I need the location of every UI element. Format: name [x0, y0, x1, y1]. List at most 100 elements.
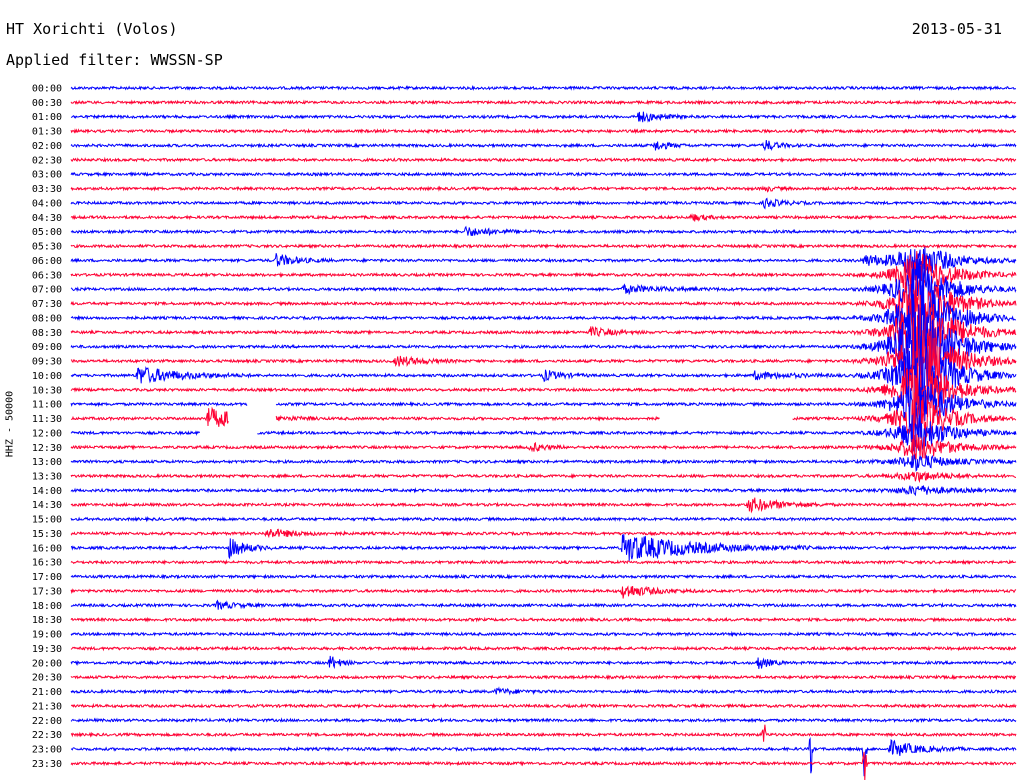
trace-row [70, 674, 1017, 681]
tick-label: 04:30 [32, 213, 62, 224]
tick-label: 17:30 [32, 586, 62, 597]
trace-row [70, 515, 1017, 523]
trace-row [70, 497, 1017, 514]
trace-row [70, 212, 1017, 222]
tick-label: 07:30 [32, 299, 62, 310]
trace-row [70, 470, 1016, 484]
trace-row [70, 140, 1017, 152]
filter-label: Applied filter: WWSSN-SP [6, 51, 223, 69]
trace-row [70, 630, 1017, 638]
tick-label: 15:30 [32, 529, 62, 540]
trace-row [70, 717, 1017, 724]
trace-row [70, 599, 1017, 611]
tick-label: 06:00 [32, 256, 62, 267]
tick-label: 09:30 [32, 357, 62, 368]
trace-row [70, 686, 1017, 696]
trace-row [70, 171, 1017, 178]
trace-row [70, 534, 1017, 561]
tick-label: 11:30 [32, 414, 62, 425]
tick-label: 16:00 [32, 543, 62, 554]
trace-row [70, 225, 1017, 237]
tick-label: 04:00 [32, 198, 62, 209]
tick-label: 12:30 [32, 443, 62, 454]
trace-row [70, 376, 1017, 431]
trace-row [70, 156, 1017, 163]
tick-label: 15:00 [32, 515, 62, 526]
tick-label: 06:30 [32, 270, 62, 281]
trace-row [70, 111, 1017, 123]
tick-label: 10:00 [32, 371, 62, 382]
trace-row [70, 315, 1017, 409]
tick-label: 14:00 [32, 486, 62, 497]
trace-row [70, 243, 1017, 250]
tick-label: 10:30 [32, 385, 62, 396]
tick-label: 08:30 [32, 328, 62, 339]
tick-label: 21:00 [32, 687, 62, 698]
tick-label: 05:30 [32, 242, 62, 253]
trace-row [70, 559, 1017, 566]
trace-row [70, 724, 1017, 742]
station-title: HT Xorichti (Volos) [6, 20, 178, 38]
trace-row [70, 655, 1016, 670]
trace-row [70, 335, 1017, 412]
tick-label: 05:00 [32, 227, 62, 238]
tick-label: 18:30 [32, 615, 62, 626]
trace-row [70, 257, 1017, 324]
trace-row [70, 275, 1017, 339]
trace-row [70, 702, 1017, 710]
tick-label: 07:00 [32, 285, 62, 296]
trace-row [70, 359, 1017, 425]
tick-label: 22:30 [32, 730, 62, 741]
tick-label: 17:00 [32, 572, 62, 583]
trace-row [70, 84, 1016, 92]
tick-label: 09:00 [32, 342, 62, 353]
trace-row [70, 291, 1017, 379]
trace-row [70, 247, 1017, 281]
tick-label: 02:30 [32, 155, 62, 166]
trace-row [70, 737, 1017, 777]
trace-row [70, 99, 1017, 106]
trace-row [70, 392, 1017, 447]
trace-row [70, 454, 1017, 472]
trace-row [70, 616, 1017, 623]
tick-label: 19:30 [32, 644, 62, 655]
tick-label: 08:00 [32, 313, 62, 324]
tick-label: 00:00 [32, 84, 62, 95]
trace-row [70, 277, 1017, 351]
trace-row [70, 293, 1017, 407]
tick-label: 13:30 [32, 471, 62, 482]
tick-label: 01:30 [32, 127, 62, 138]
trace-row [70, 434, 1017, 461]
tick-label: 14:30 [32, 500, 62, 511]
trace-row [70, 185, 1017, 193]
tick-label: 23:30 [32, 759, 62, 770]
trace-row [70, 485, 1017, 497]
trace-row [70, 197, 1017, 210]
tick-label: 19:00 [32, 630, 62, 641]
tick-label: 01:00 [32, 112, 62, 123]
tick-label: 21:30 [32, 701, 62, 712]
tick-label: 16:30 [32, 558, 62, 569]
tick-label: 03:30 [32, 184, 62, 195]
tick-label: 11:00 [32, 400, 62, 411]
date-label: 2013-05-31 [911, 20, 1002, 38]
trace-row [70, 413, 1017, 453]
trace-row [70, 751, 1017, 780]
tick-label: 23:00 [32, 745, 62, 756]
tick-label: 02:00 [32, 141, 62, 152]
trace-row [70, 528, 1017, 539]
tick-label: 20:30 [32, 673, 62, 684]
trace-row [70, 585, 1017, 599]
tick-label: 12:00 [32, 428, 62, 439]
tick-label: 03:00 [32, 170, 62, 181]
tick-label: 20:00 [32, 658, 62, 669]
tick-label: 00:30 [32, 98, 62, 109]
tick-label: 18:00 [32, 601, 62, 612]
trace-row [70, 645, 1017, 652]
tick-label: 22:00 [32, 716, 62, 727]
trace-row [70, 573, 1017, 580]
trace-row [70, 250, 1017, 301]
trace-row [70, 127, 1017, 135]
tick-label: 13:00 [32, 457, 62, 468]
